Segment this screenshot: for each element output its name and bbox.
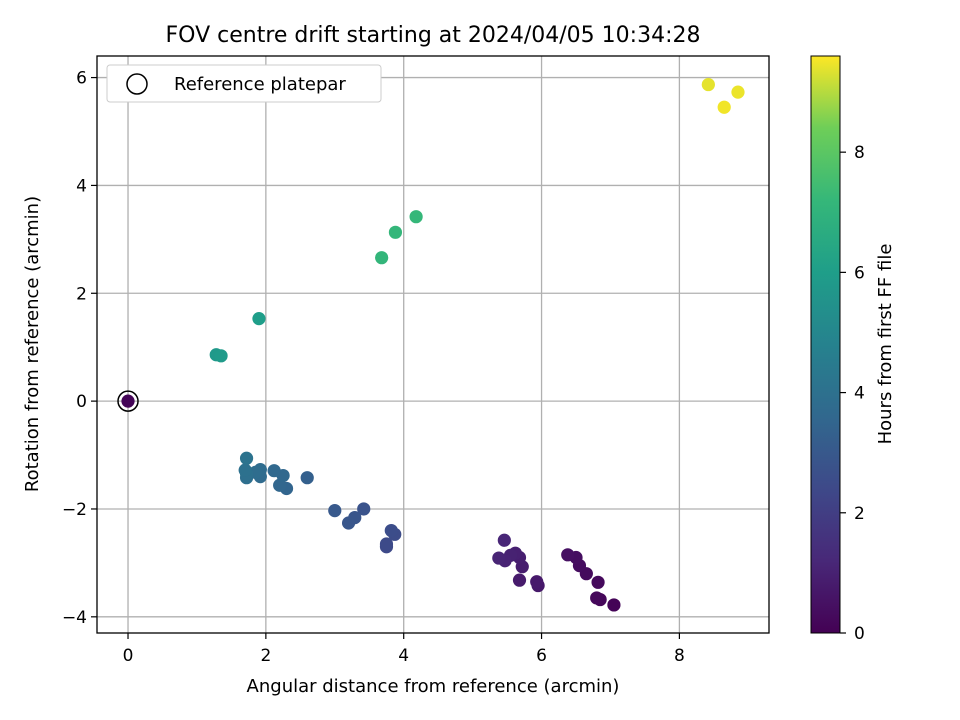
data-point bbox=[561, 548, 575, 562]
y-tick-label: −4 bbox=[62, 608, 87, 628]
data-point bbox=[121, 394, 135, 408]
data-point bbox=[512, 573, 527, 587]
data-point bbox=[239, 451, 254, 465]
chart-title: FOV centre drift starting at 2024/04/05 … bbox=[166, 23, 701, 48]
legend-entry-reference-platepar: Reference platepar bbox=[174, 74, 346, 95]
data-point bbox=[731, 85, 745, 99]
data-point bbox=[341, 516, 356, 530]
data-point bbox=[388, 225, 403, 239]
data-point bbox=[590, 591, 604, 605]
x-tick-label: 8 bbox=[674, 646, 685, 666]
data-points bbox=[117, 77, 745, 612]
colorbar: 0 2 4 6 8 Hours from first FF file bbox=[810, 55, 896, 644]
data-point bbox=[497, 533, 511, 547]
y-axis-label: Rotation from reference (arcmin) bbox=[22, 196, 43, 492]
data-point bbox=[591, 575, 605, 589]
colorbar-tick-label: 4 bbox=[854, 384, 865, 404]
data-point bbox=[530, 575, 544, 589]
data-point bbox=[328, 503, 342, 518]
data-point bbox=[379, 537, 394, 551]
colorbar-tick-label: 0 bbox=[854, 624, 865, 644]
y-tick-label: 0 bbox=[76, 392, 87, 412]
grid bbox=[97, 56, 769, 633]
legend-marker-icon bbox=[126, 73, 148, 95]
data-point bbox=[701, 77, 715, 92]
data-point bbox=[375, 251, 389, 265]
plot-area-frame bbox=[96, 55, 770, 634]
data-point bbox=[214, 349, 228, 363]
legend-box bbox=[106, 64, 382, 103]
data-point bbox=[717, 100, 731, 114]
data-point bbox=[384, 523, 398, 538]
legend: Reference platepar bbox=[106, 64, 382, 103]
y-tick-label: 6 bbox=[76, 69, 87, 89]
data-point bbox=[409, 210, 423, 224]
y-tick-label: 4 bbox=[76, 176, 87, 196]
colorbar-ticks: 0 2 4 6 8 bbox=[840, 143, 865, 644]
data-point bbox=[607, 598, 621, 612]
x-axis-label: Angular distance from reference (arcmin) bbox=[247, 676, 620, 697]
data-point bbox=[267, 464, 281, 478]
colorbar-tick-label: 2 bbox=[854, 504, 865, 524]
reference-platepar-marker bbox=[117, 390, 139, 412]
x-tick-label: 2 bbox=[260, 646, 271, 666]
data-point bbox=[357, 502, 371, 516]
data-point bbox=[238, 463, 252, 477]
x-tick-label: 4 bbox=[398, 646, 409, 666]
data-point bbox=[492, 551, 506, 565]
axes: 0 2 4 6 8 −4 −2 0 2 4 6 bbox=[62, 69, 685, 666]
colorbar-tick-label: 8 bbox=[854, 143, 865, 163]
colorbar-tick-label: 6 bbox=[854, 263, 865, 283]
data-point bbox=[300, 471, 314, 485]
x-tick-label: 6 bbox=[536, 646, 547, 666]
y-tick-label: −2 bbox=[62, 500, 87, 520]
colorbar-label: Hours from first FF file bbox=[875, 244, 896, 445]
colorbar-gradient bbox=[810, 55, 841, 634]
x-tick-label: 0 bbox=[123, 646, 134, 666]
data-point bbox=[252, 312, 266, 326]
y-tick-label: 2 bbox=[76, 284, 87, 304]
